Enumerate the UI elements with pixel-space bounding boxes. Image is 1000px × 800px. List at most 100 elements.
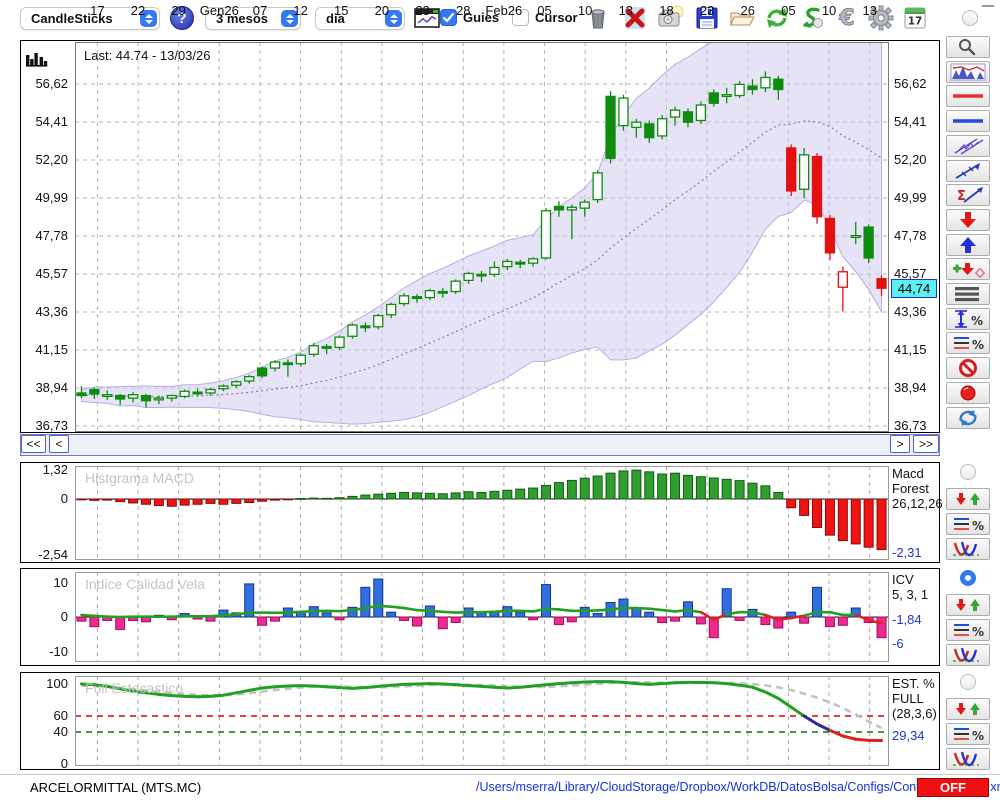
nav-first-button[interactable]: << [21, 435, 46, 453]
trendline-button[interactable] [946, 159, 990, 182]
main-y-tick-left: 54,41 [35, 114, 68, 129]
stoch-arrows-button[interactable] [946, 698, 990, 720]
channel-button[interactable] [946, 134, 990, 157]
arrow-down-red-button[interactable] [946, 208, 990, 231]
channel-icon [954, 138, 984, 155]
icv-y-tick: 10 [53, 574, 68, 590]
macd-lines-percent-button[interactable]: % [946, 513, 990, 535]
red-hline-button[interactable] [946, 85, 990, 108]
snapshot-icon[interactable] [655, 4, 685, 32]
icv-arrows-icon [956, 599, 980, 611]
icv-chart [75, 572, 888, 662]
chart-type-select[interactable]: CandleSticks [20, 7, 160, 30]
main-y-tick-left: 38,94 [35, 380, 68, 395]
symbol-label: ARCELORMITTAL (MTS.MC) [30, 780, 202, 795]
macd-y-tick: -2,54 [38, 546, 68, 562]
nav-last-button[interactable]: >> [913, 435, 939, 453]
macd-radio[interactable] [960, 464, 976, 480]
main-y-tick-right: 41,15 [894, 342, 927, 357]
toolbar-radio[interactable] [962, 10, 978, 26]
stoch-value: 29,34 [892, 728, 925, 743]
date-tick-label: 15 [334, 3, 349, 18]
stoch-radio[interactable] [960, 674, 976, 690]
macd-label-line2: Forest [892, 481, 929, 496]
help-label: ? [177, 9, 187, 27]
main-y-tick-left: 49,99 [35, 190, 68, 205]
euro-icon[interactable]: € [832, 4, 862, 32]
macd-plot-border [75, 466, 889, 560]
stoch-lines-percent-icon: % [954, 728, 984, 743]
guies-checkbox[interactable] [440, 9, 457, 26]
icv-radio[interactable] [960, 570, 976, 586]
icv-bar-value: -6 [892, 636, 904, 651]
svg-text:%: % [971, 314, 983, 328]
swap-refresh-icon [959, 409, 977, 426]
blue-hline-button[interactable] [946, 110, 990, 133]
main-y-tick-right: 47,78 [894, 228, 927, 243]
svg-text:17: 17 [908, 16, 923, 28]
icv-lines-percent-icon: % [954, 624, 984, 639]
icv-label-line1: ICV [892, 572, 914, 587]
date-nav-strip [20, 434, 940, 456]
date-tick-label: 17 [90, 3, 105, 18]
svg-text:€: € [838, 6, 854, 31]
sigma-trendline-button[interactable]: Σ [946, 184, 990, 207]
stepper-icon [140, 10, 157, 27]
interval-select[interactable]: dia [315, 7, 405, 30]
nav-next-button[interactable]: > [890, 435, 910, 453]
nav-prev-button[interactable]: < [49, 435, 69, 453]
date-tick-label: 13 [618, 3, 634, 18]
date-tick-label: 10 [821, 3, 837, 18]
revert-icon[interactable] [797, 4, 827, 32]
macd-label-line1: Macd [892, 466, 924, 481]
vertical-measure-percent-button[interactable]: % [946, 307, 990, 330]
icv-title: Indice Calidad Vela [85, 576, 205, 592]
calendar-icon[interactable]: 17 [900, 4, 930, 32]
list-lines-button[interactable] [946, 283, 990, 305]
save-icon[interactable] [692, 4, 722, 32]
config-path[interactable]: /Users/mserra/Library/CloudStorage/Dropb… [476, 780, 1000, 794]
settings-gear-icon[interactable] [866, 4, 896, 32]
help-button[interactable]: ? [170, 6, 194, 30]
main-y-tick-left: 47,78 [35, 228, 68, 243]
delete-x-icon[interactable] [620, 4, 650, 32]
lines-percent-button[interactable]: % [946, 332, 990, 355]
cursor-label: Cursor [535, 10, 578, 25]
macd-chart [75, 466, 888, 560]
cursor-checkbox[interactable] [512, 9, 529, 26]
icv-curve-button[interactable] [946, 644, 990, 666]
icv-lines-percent-button[interactable]: % [946, 619, 990, 641]
swap-refresh-button[interactable] [946, 406, 990, 429]
stoch-y-tick: 0 [60, 756, 68, 771]
svg-text:%: % [972, 625, 984, 639]
period-select[interactable]: 3 mesos [205, 7, 301, 30]
forbidden-button[interactable] [946, 357, 990, 380]
main-y-tick-right: 49,99 [894, 190, 927, 205]
off-button[interactable]: OFF [917, 778, 989, 797]
refresh-icon[interactable] [762, 4, 792, 32]
add-signal-button[interactable] [946, 258, 990, 281]
stoch-lines-percent-button[interactable]: % [946, 723, 990, 745]
indicator-chart-button[interactable] [946, 60, 990, 83]
macd-arrows-button[interactable] [946, 488, 990, 510]
open-folder-icon[interactable] [727, 4, 757, 32]
main-y-tick-right: 45,57 [894, 266, 927, 281]
last-price-label: Last: 44.74 - 13/03/26 [84, 48, 211, 63]
trash-icon[interactable] [583, 4, 613, 32]
record-button[interactable] [946, 381, 990, 404]
macd-curve-button[interactable] [946, 538, 990, 560]
list-lines-icon [955, 287, 979, 302]
date-tick-label: 28 [455, 3, 471, 18]
date-tick-label: 13 [862, 3, 877, 18]
macd-lines-percent-icon: % [954, 518, 984, 533]
red-hline-icon [953, 94, 983, 99]
arrow-up-blue-button[interactable] [946, 233, 990, 256]
stoch-curve-button[interactable] [946, 748, 990, 770]
mini-chart-icon[interactable] [412, 4, 442, 32]
macd-curve-icon [953, 541, 979, 557]
icv-arrows-button[interactable] [946, 594, 990, 616]
stochastic-chart [75, 676, 888, 766]
zoom-button[interactable] [946, 36, 990, 58]
date-tick-label: 26 [740, 3, 755, 18]
main-y-tick-left: 52,20 [35, 152, 68, 167]
